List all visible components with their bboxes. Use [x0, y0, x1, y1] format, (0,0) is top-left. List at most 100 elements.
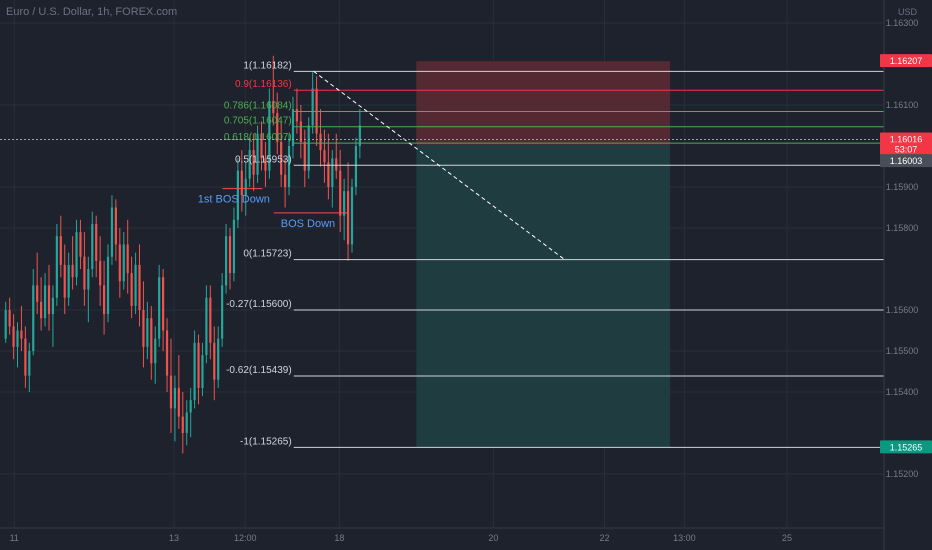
candle-body: [197, 342, 200, 388]
candle: [343, 178, 346, 241]
fib-label: 0(1.15723): [243, 249, 291, 260]
candle: [51, 285, 55, 347]
candle: [240, 150, 243, 212]
candle: [307, 117, 310, 179]
price-tick-label: 1.15500: [886, 346, 919, 356]
candle-body: [287, 146, 291, 187]
candle: [99, 236, 102, 306]
fibonacci-levels[interactable]: 1(1.16182) 0.9(1.16136) 0.786(1.16084) 0.70…: [224, 60, 884, 448]
candle-body: [189, 400, 192, 413]
candle: [181, 392, 184, 454]
candle: [319, 109, 322, 167]
candle-body: [71, 264, 74, 278]
candle: [118, 228, 121, 298]
candle-body: [12, 326, 15, 347]
candle: [205, 285, 208, 364]
candle: [350, 178, 354, 253]
candle: [264, 141, 267, 187]
fib-label: 0.9(1.16136): [235, 79, 292, 90]
candle-body: [299, 121, 302, 142]
candle: [252, 133, 255, 192]
candle-body: [264, 158, 267, 171]
candle-body: [106, 256, 110, 315]
price-tag-label: 1.16016: [890, 134, 923, 144]
candle: [4, 301, 7, 343]
candle-body: [102, 285, 106, 315]
candle: [311, 72, 314, 134]
candle: [291, 96, 295, 159]
price-tag-bg: [880, 440, 932, 454]
candle-body: [79, 232, 82, 257]
candle: [276, 92, 279, 155]
fib-label: 1(1.16182): [243, 60, 291, 71]
candle: [63, 244, 66, 315]
candle: [59, 215, 62, 278]
candle: [24, 326, 27, 388]
position-zones[interactable]: [416, 61, 671, 448]
candle-body: [99, 260, 102, 286]
price-tick-label: 1.15600: [886, 305, 919, 315]
time-tick-label: 22: [600, 533, 610, 543]
price-tag-bg: [880, 154, 932, 168]
fib-label: 0.705(1.16047): [224, 116, 292, 127]
candle-body: [114, 207, 117, 245]
candle: [12, 314, 15, 360]
price-tick-label: 1.15400: [886, 387, 919, 397]
candle: [256, 125, 259, 183]
fib-label: 0.786(1.16084): [224, 101, 292, 112]
candle-body: [83, 256, 86, 290]
candle-body: [138, 264, 141, 310]
candle: [177, 355, 180, 429]
candle-body: [158, 277, 161, 339]
candle-body: [339, 170, 342, 216]
trend-line[interactable]: [313, 70, 565, 260]
candle-body: [248, 150, 251, 179]
candle: [8, 297, 11, 335]
price-tag-bg: [880, 54, 932, 68]
candle: [299, 105, 302, 159]
candle-body: [59, 236, 62, 265]
candle-body: [87, 269, 90, 290]
candle-body: [177, 387, 180, 417]
candle: [272, 55, 275, 126]
candle: [91, 211, 94, 278]
time-tick-label: 13:00: [673, 533, 696, 543]
candle-body: [146, 318, 149, 347]
candle-body: [354, 146, 358, 187]
candle-body: [95, 223, 98, 261]
candle-body: [311, 88, 314, 126]
candle: [150, 305, 153, 380]
candle-body: [295, 109, 299, 122]
candle-body: [173, 387, 177, 409]
candle-body: [260, 133, 263, 159]
candle-body: [307, 125, 310, 171]
candle: [284, 158, 287, 208]
candle: [102, 260, 106, 335]
bos-label: 1st BOS Down: [198, 194, 270, 206]
candle: [189, 387, 192, 438]
candle: [36, 252, 39, 315]
candle-body: [8, 310, 11, 327]
candle-body: [51, 297, 55, 315]
candle: [158, 264, 161, 347]
candle-body: [319, 133, 322, 151]
candle-body: [224, 236, 228, 286]
candle: [201, 342, 204, 397]
candle: [221, 273, 224, 347]
candle: [146, 301, 149, 360]
chart-title: Euro / U.S. Dollar, 1h, FOREX.com: [6, 6, 178, 18]
candle-body: [169, 375, 173, 409]
candle: [236, 158, 239, 228]
candle: [16, 322, 19, 368]
candle: [268, 88, 271, 179]
dashed-trend-line: [313, 70, 565, 260]
currency-label[interactable]: USD: [898, 7, 918, 17]
candle-body: [142, 310, 145, 347]
candle-body: [232, 219, 236, 274]
candle: [126, 219, 129, 294]
candle-body: [236, 170, 239, 220]
candle: [47, 264, 51, 331]
